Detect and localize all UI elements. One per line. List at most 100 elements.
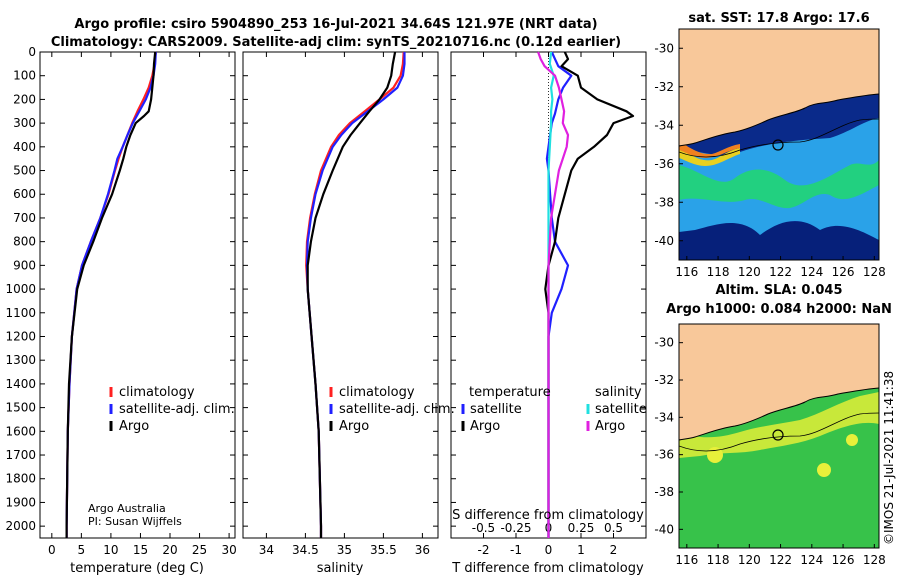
legend-label-satellite: satellite-adj. clim. (119, 402, 235, 417)
x-tick-label: 5 (78, 543, 86, 557)
y-tick-label: 1100 (5, 306, 36, 320)
sst-map-frame (678, 28, 880, 261)
top-tick-label: -0.25 (500, 521, 531, 535)
sla-map-title-1: Altim. SLA: 0.045 (716, 283, 843, 298)
sst-land (679, 29, 879, 146)
lat-tick-label: -36 (654, 157, 674, 171)
legend-header-salinity: salinity (595, 385, 642, 400)
legend-header-temperature: temperature (469, 385, 551, 400)
credit-line-2: PI: Susan Wijffels (88, 515, 182, 528)
x-tick-label: 1 (577, 543, 585, 557)
sla-isobath (679, 412, 879, 452)
sst-ocean-band-lower (679, 222, 879, 260)
y-tick-label: 2000 (5, 519, 36, 533)
lat-tick-label: -36 (654, 448, 674, 462)
lon-tick-label: 128 (863, 265, 886, 279)
temperature-panel-frame (39, 51, 236, 539)
lon-tick-label: 122 (769, 265, 792, 279)
x-tick-label: 0 (545, 543, 553, 557)
x-tick-label: 34 (259, 543, 274, 557)
lon-tick-label: 118 (707, 553, 730, 567)
lon-tick-label: 124 (800, 265, 823, 279)
x-tick-label: 15 (133, 543, 148, 557)
title-line-1: Argo profile: csiro 5904890_253 16-Jul-2… (74, 17, 597, 32)
x-tick-label: 2 (610, 543, 618, 557)
lat-tick-label: -40 (654, 522, 674, 536)
x-tick-label: 10 (103, 543, 118, 557)
sla-coastline (679, 387, 879, 441)
salinity-xlabel: salinity (317, 561, 364, 576)
salinity-panel-frame (242, 51, 439, 539)
sst-coastline (679, 93, 879, 147)
legend-label-sal-satellite: satellite (595, 402, 647, 417)
y-tick-label: 1800 (5, 472, 36, 486)
lat-tick-label: -34 (654, 410, 674, 424)
y-tick-label: 1400 (5, 377, 36, 391)
temperature-legend: climatology satellite-adj. clim. Argo (109, 385, 235, 434)
y-tick-label: 1500 (5, 401, 36, 415)
temperature-plot: 0 5 10 15 20 25 300100200300400500600700800900… (5, 45, 236, 557)
difference-top-label: S difference from climatology (452, 508, 644, 523)
sla-map-frame (678, 323, 880, 549)
y-tick-label: 600 (13, 187, 36, 201)
top-tick-label: 0.5 (604, 521, 623, 535)
top-tick-label: 0.25 (568, 521, 595, 535)
sst-yellow-front (679, 145, 740, 166)
y-tick-label: 1700 (5, 448, 36, 462)
salinity-legend: climatology satellite-adj. clim. Argo (329, 385, 455, 434)
sla-high-band (679, 392, 879, 458)
imos-stamp: ©IMOS 21-Jul-2021 11:41:38 (882, 371, 896, 545)
x-tick-label: 0 (48, 543, 56, 557)
legend-label-temp-argo: Argo (470, 419, 500, 434)
y-tick-label: 1600 (5, 424, 36, 438)
series-line-satellite-adj-clim- (305, 52, 406, 538)
y-tick-label: 900 (13, 258, 36, 272)
y-tick-label: 0 (28, 45, 36, 59)
x-tick-label: 35.5 (370, 543, 397, 557)
sla-map-title-2: Argo h1000: 0.084 h2000: NaN (666, 302, 892, 317)
lat-tick-label: -30 (654, 41, 674, 55)
sla-blob (817, 463, 831, 477)
x-tick-label: -1 (510, 543, 522, 557)
sla-map-ticks: 116 118 120 122 124 126 128 -30 -32 -34 -36 -38 -40 (654, 336, 885, 567)
series-line-salinity-argo (537, 51, 570, 538)
sst-isobath (679, 118, 879, 158)
sst-orange-front (679, 141, 740, 158)
y-tick-label: 1300 (5, 353, 36, 367)
x-tick-label: 36 (415, 543, 430, 557)
lon-tick-label: 118 (707, 265, 730, 279)
x-tick-label: 34.5 (292, 543, 319, 557)
legend-label-satellite: satellite-adj. clim. (339, 402, 455, 417)
lon-tick-label: 116 (675, 553, 698, 567)
salinity-plot: 34 34.5 35 35.5 36 (243, 51, 438, 557)
lon-tick-label: 122 (769, 553, 792, 567)
y-tick-label: 1000 (5, 282, 36, 296)
lat-tick-label: -34 (654, 118, 674, 132)
difference-legend: temperature salinity satellite Argo sate… (461, 385, 647, 434)
lon-tick-label: 126 (832, 553, 855, 567)
lat-tick-label: -38 (654, 485, 674, 499)
y-tick-label: 500 (13, 164, 36, 178)
sla-land (679, 324, 879, 440)
y-tick-label: 700 (13, 211, 36, 225)
y-tick-label: 400 (13, 140, 36, 154)
lon-tick-label: 120 (738, 265, 761, 279)
sst-map-ticks: 116 118 120 122 124 126 128 -30 -32 -34 -36 -38 -40 (654, 41, 885, 279)
sla-blob (846, 434, 858, 446)
y-tick-label: 1200 (5, 329, 36, 343)
x-tick-label: 25 (192, 543, 207, 557)
lon-tick-label: 120 (738, 553, 761, 567)
lon-tick-label: 128 (863, 553, 886, 567)
y-tick-label: 800 (13, 235, 36, 249)
x-tick-label: -2 (478, 543, 490, 557)
series-line-argo (306, 51, 397, 538)
x-tick-label: 20 (162, 543, 177, 557)
title-line-2: Climatology: CARS2009. Satellite-adj cli… (51, 35, 621, 50)
y-tick-label: 100 (13, 69, 36, 83)
difference-plot: -2 -1 0 1 2-0.5 -0.25 0 0.25 0.5 (451, 51, 646, 557)
lon-tick-label: 126 (832, 265, 855, 279)
lon-tick-label: 116 (675, 265, 698, 279)
series-line-argo (65, 51, 157, 538)
y-tick-label: 1900 (5, 495, 36, 509)
